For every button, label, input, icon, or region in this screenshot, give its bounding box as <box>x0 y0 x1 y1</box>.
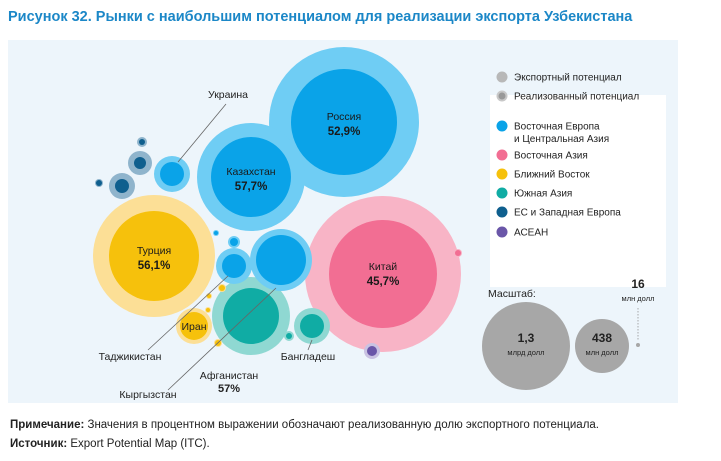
legend-label-6: ЕС и Западная Европа <box>514 208 621 219</box>
label-8-name: Иран <box>181 321 206 333</box>
bubble-2-realized <box>109 211 199 301</box>
small-bubble-11-realized <box>455 250 461 256</box>
scale-circle-medium <box>575 319 629 373</box>
legend-swatch-4 <box>496 168 508 180</box>
note: Примечание: Значения в процентном выраже… <box>10 419 599 431</box>
label-0-pct: 52,9% <box>328 126 361 138</box>
bubble-7-realized <box>222 254 246 278</box>
label-0-name: Россия <box>327 111 361 123</box>
small-bubble-8-realized <box>206 308 210 312</box>
scale-circle-small <box>636 343 640 347</box>
chart-panel: Россия 52,9% Казахстан 57,7% Китай 45,7% Турци… <box>8 40 678 403</box>
small-bubble-5-realized <box>214 231 218 235</box>
legend-label-5: Южная Азия <box>514 189 572 200</box>
label-3-name: Турция <box>137 245 171 257</box>
legend-label-3: Восточная Азия <box>514 151 588 162</box>
label-6-leader <box>147 275 229 351</box>
label-2-pct: 45,7% <box>367 276 400 288</box>
small-bubble-6-realized <box>219 285 225 291</box>
label-7-leader <box>167 287 277 391</box>
bubble-5-realized <box>256 235 306 285</box>
bubble-chart: Россия 52,9% Казахстан 57,7% Китай 45,7% Турци… <box>93 47 655 401</box>
legend-label-7: АСЕАН <box>514 228 548 239</box>
bubble-4-realized <box>223 288 279 344</box>
label-1-name: Казахстан <box>226 166 275 178</box>
label-bangladesh-leader <box>307 339 313 351</box>
small-bubble-12-realized <box>367 346 377 356</box>
small-bubble-2-realized <box>115 179 129 193</box>
small-bubble-4-realized <box>230 238 238 246</box>
bubble-0-realized <box>329 220 437 328</box>
label-1-pct: 57,7% <box>235 181 268 193</box>
legend-swatch-5 <box>496 187 508 199</box>
scale-unit-2: млн долл <box>622 294 655 303</box>
label-4-pct: 57% <box>218 383 240 395</box>
legend-label-1: Реализованный потенциал <box>514 92 639 103</box>
chart-title: Рисунок 32. Рынки с наибольшим потенциал… <box>8 9 633 25</box>
label-9-name: Бангладеш <box>281 351 335 363</box>
source-text: Export Potential Map (ITC). <box>67 438 210 450</box>
scale-value-2: 16 <box>631 277 645 291</box>
legend-swatch-2 <box>496 120 508 132</box>
label-2-name: Китай <box>369 261 398 273</box>
legend-label2-2: и Центральная Азия <box>514 134 609 145</box>
small-bubble-0-realized <box>139 139 145 145</box>
small-bubble-3-realized <box>96 180 102 186</box>
legend-label-4: Ближний Восток <box>514 170 590 181</box>
legend-label-0: Экспортный потенциал <box>514 73 622 84</box>
label-7-name: Кыргызстан <box>119 389 176 401</box>
legend-swatch-3 <box>496 149 508 161</box>
scale-title: Масштаб: <box>488 288 536 300</box>
legend-swatch-7 <box>496 226 508 238</box>
scale-circle-large <box>482 302 570 390</box>
note-text: Значения в процентном выражении обознача… <box>84 419 599 431</box>
note-label: Примечание: <box>10 419 85 431</box>
label-5-name: Украина <box>208 89 248 101</box>
scale-value-0: 1,3 <box>518 331 535 345</box>
source: Источник: Export Potential Map (ITC). <box>10 438 210 450</box>
bubble-8-realized <box>180 312 208 340</box>
legend-swatch-inner-1 <box>498 92 506 100</box>
legend-box <box>490 95 666 287</box>
label-6-name: Таджикистан <box>99 351 162 363</box>
scale-unit-0: млрд долл <box>507 348 544 357</box>
label-5-leader <box>177 103 227 163</box>
bubble-6-realized <box>160 162 184 186</box>
small-bubble-1-realized <box>134 157 146 169</box>
legend-swatch-6 <box>496 206 508 218</box>
bubble-1-realized <box>291 69 397 175</box>
label-3-pct: 56,1% <box>138 260 171 272</box>
bubble-9-realized <box>300 314 324 338</box>
small-bubble-10-realized <box>286 333 292 339</box>
source-label: Источник: <box>10 438 68 450</box>
bubble-3-realized <box>211 137 291 217</box>
scale-value-1: 438 <box>592 331 612 345</box>
legend-swatch-0 <box>496 71 508 83</box>
legend-label-2: Восточная Европа <box>514 122 600 133</box>
scale-unit-1: млн долл <box>586 348 619 357</box>
label-4-name: Афганистан <box>200 370 259 382</box>
